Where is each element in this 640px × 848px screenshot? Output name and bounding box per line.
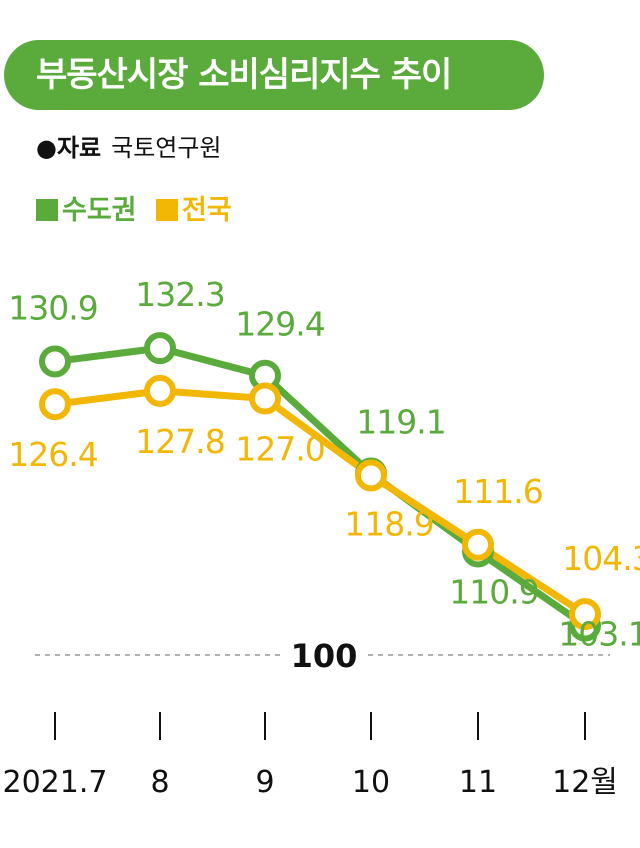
chart-title: 부동산시장 소비심리지수 추이 bbox=[4, 40, 544, 110]
point-s1-5 bbox=[569, 598, 601, 631]
legend-label-capital: 수도권 bbox=[62, 195, 137, 226]
x-tick-label-1: 8 bbox=[150, 765, 169, 800]
data-label-s0-5: 103.1 bbox=[558, 615, 640, 654]
legend-swatch-capital bbox=[36, 199, 58, 221]
data-label-s1-2: 127.0 bbox=[235, 430, 324, 469]
source-note: ●자료 국토연구원 bbox=[36, 128, 222, 163]
data-label-s0-1: 132.3 bbox=[135, 275, 224, 314]
point-s1-4 bbox=[462, 528, 494, 561]
x-tick-label-3: 10 bbox=[352, 765, 390, 800]
data-label-s0-3: 119.1 bbox=[356, 403, 445, 442]
x-tick-label-0: 2021.7 bbox=[3, 765, 108, 800]
x-tick-label-4: 11 bbox=[459, 765, 497, 800]
legend-swatch-national bbox=[155, 199, 178, 221]
series-line-0 bbox=[54, 344, 587, 629]
data-label-s1-0: 126.4 bbox=[8, 435, 97, 474]
series-line-1 bbox=[54, 387, 587, 618]
legend: 수도권 전국 bbox=[36, 188, 242, 227]
point-s0-0 bbox=[39, 345, 71, 378]
data-label-s1-3: 118.9 bbox=[344, 504, 433, 543]
data-label-s1-1: 127.8 bbox=[135, 422, 224, 461]
point-s1-2 bbox=[249, 382, 281, 415]
x-tick-label-2: 9 bbox=[255, 765, 274, 800]
legend-item-national: 전국 bbox=[155, 195, 232, 226]
source-label: ●자료 bbox=[36, 134, 102, 162]
source-value: 국토연구원 bbox=[111, 134, 222, 162]
point-s1-3 bbox=[355, 459, 387, 492]
data-label-s0-4: 110.9 bbox=[449, 572, 538, 611]
data-label-s1-5: 104.3 bbox=[562, 539, 640, 578]
reference-line-label: 100 bbox=[291, 637, 358, 675]
point-s0-1 bbox=[144, 332, 176, 365]
x-tick-label-5: 12월 bbox=[552, 765, 618, 800]
point-s1-1 bbox=[144, 374, 176, 407]
legend-item-capital: 수도권 bbox=[36, 195, 146, 226]
data-label-s0-2: 129.4 bbox=[235, 305, 324, 344]
point-s1-0 bbox=[39, 388, 71, 421]
data-label-s1-4: 111.6 bbox=[453, 472, 542, 511]
data-label-s0-0: 130.9 bbox=[8, 288, 97, 327]
legend-label-national: 전국 bbox=[181, 195, 232, 226]
